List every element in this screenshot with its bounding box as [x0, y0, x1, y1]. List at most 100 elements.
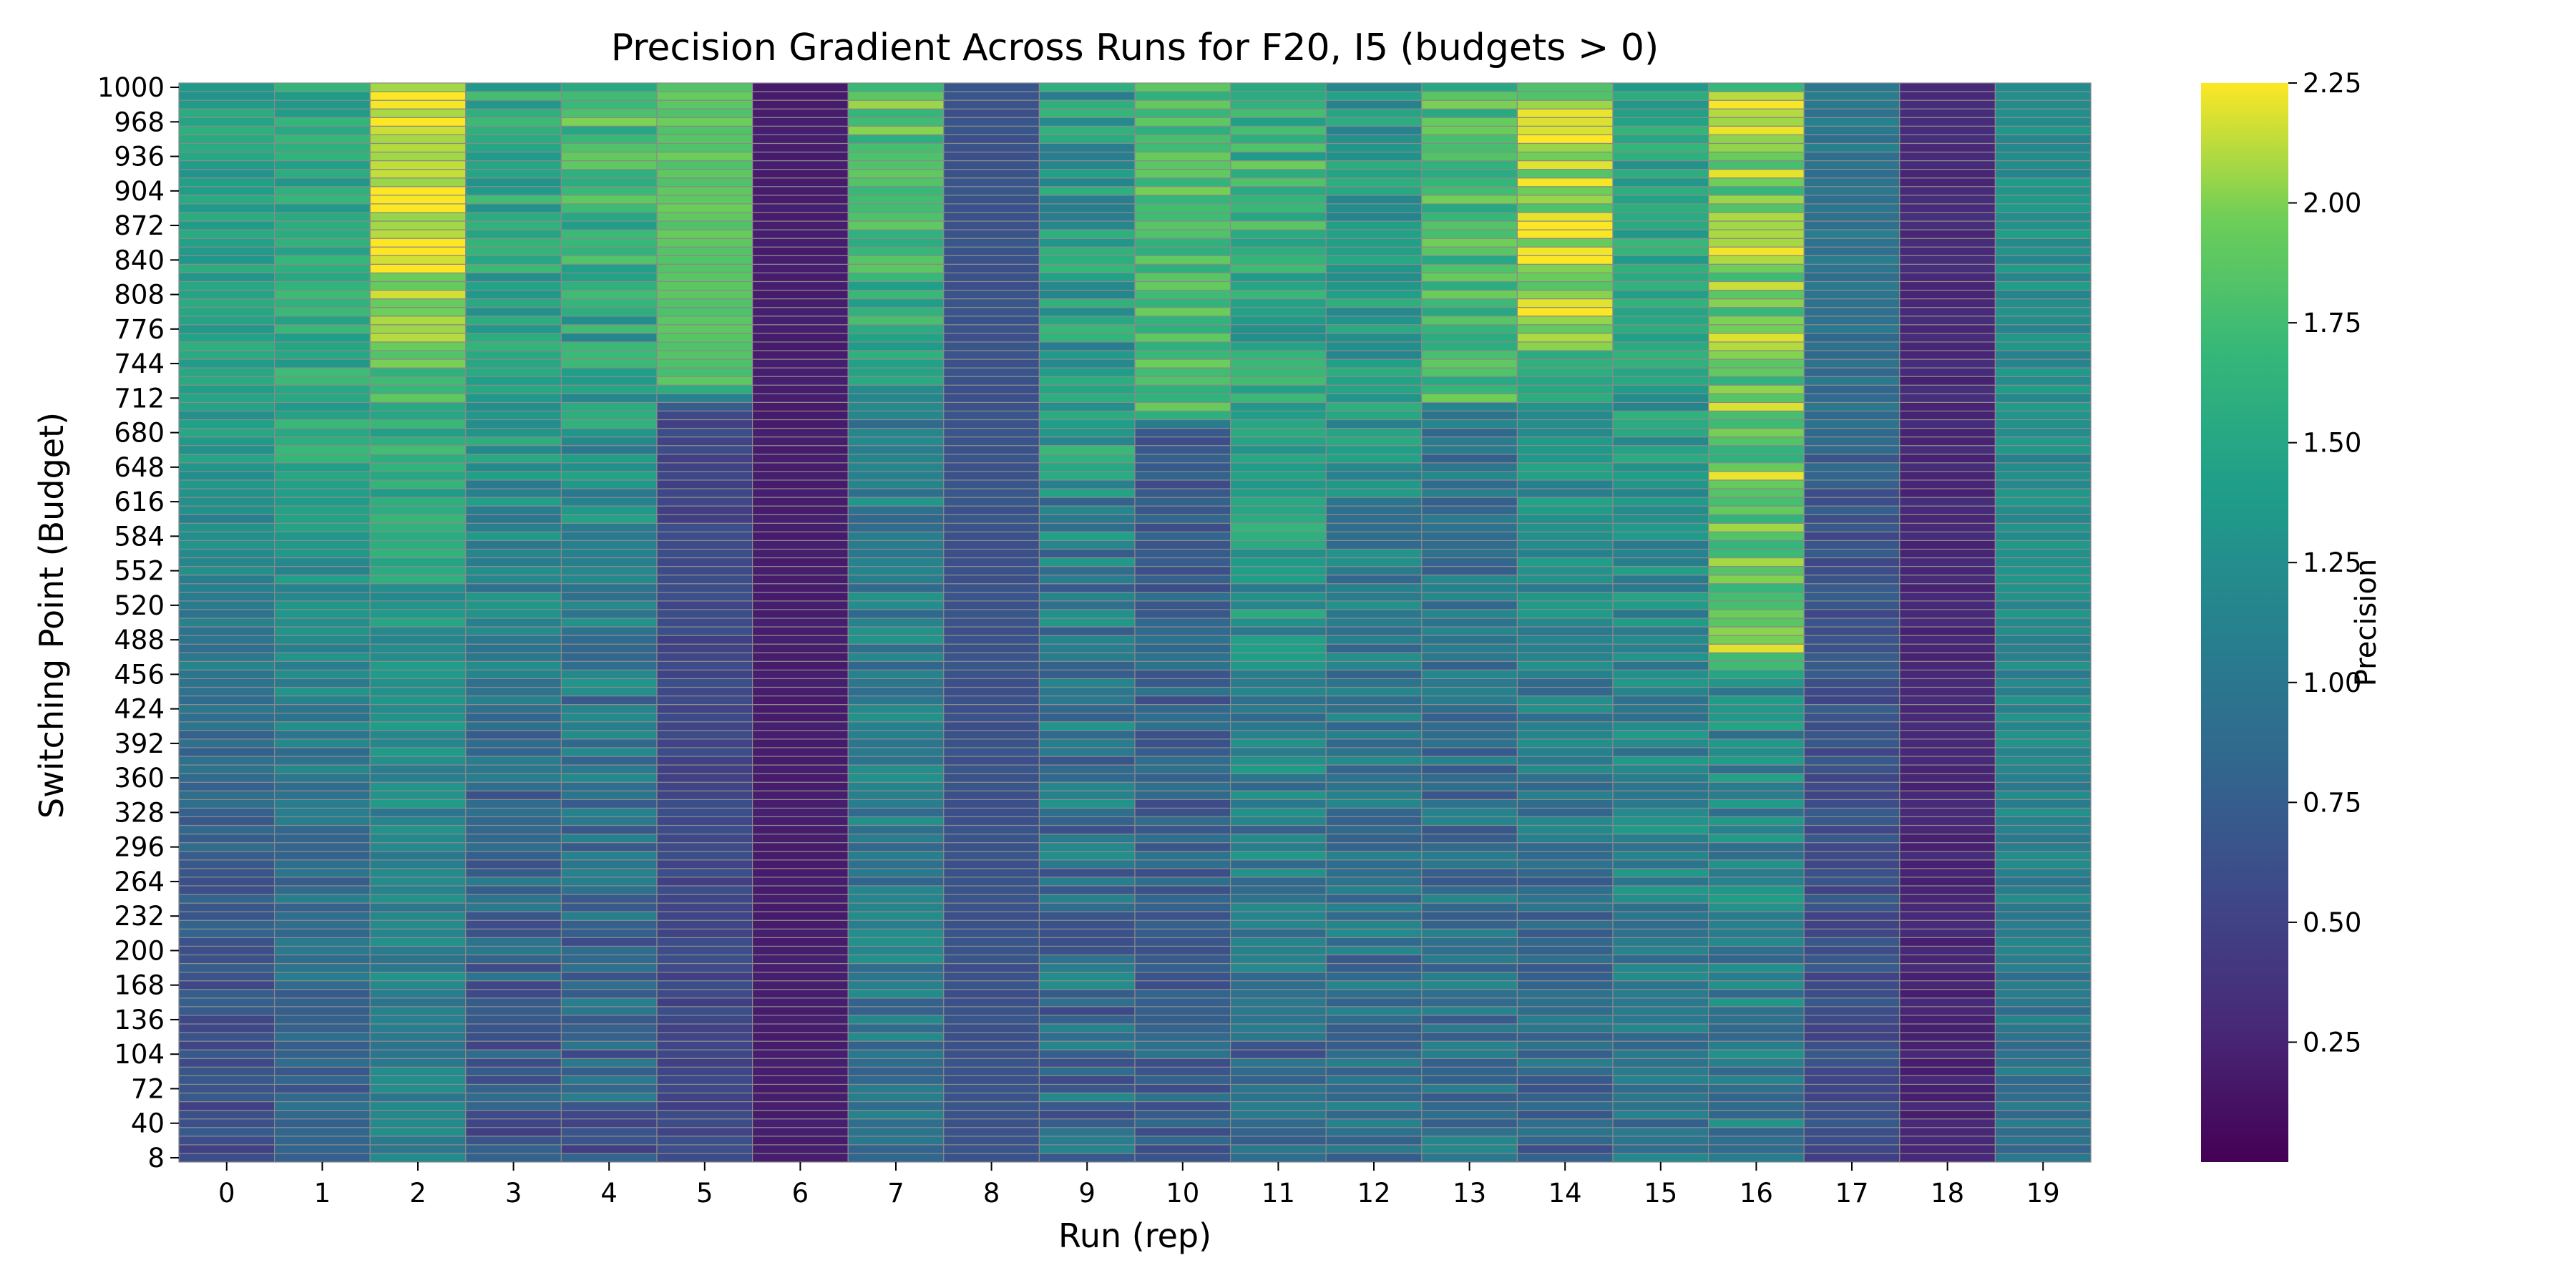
heatmap-cell	[751, 333, 849, 343]
heatmap-cell	[1899, 997, 1996, 1008]
heatmap-cell	[274, 522, 371, 532]
heatmap-cell	[656, 514, 753, 524]
heatmap-cell	[1899, 902, 1996, 912]
heatmap-cell	[1421, 125, 1518, 135]
heatmap-cell	[465, 1006, 562, 1016]
heatmap-cell	[1421, 989, 1518, 999]
x-tick-label: 10	[1166, 1178, 1199, 1209]
heatmap-cell	[1516, 229, 1614, 239]
heatmap-cell	[1899, 401, 1996, 412]
heatmap-cell	[656, 885, 753, 895]
heatmap-cell	[560, 307, 658, 317]
heatmap-cell	[1325, 790, 1423, 800]
heatmap-cell	[943, 238, 1040, 248]
heatmap-cell	[1899, 229, 1996, 239]
heatmap-cell	[178, 333, 275, 343]
heatmap-cell	[465, 419, 562, 429]
heatmap-cell	[1899, 238, 1996, 248]
heatmap-cell	[1038, 454, 1136, 464]
heatmap-cell	[1612, 713, 1709, 723]
heatmap-cell	[1229, 1083, 1327, 1094]
heatmap-cell	[1516, 695, 1614, 706]
heatmap-cell	[1516, 117, 1614, 127]
heatmap-cell	[656, 401, 753, 412]
heatmap-cell	[1708, 454, 1805, 464]
heatmap-cell	[1038, 626, 1136, 636]
heatmap-cell	[1516, 1118, 1614, 1128]
heatmap-cell	[1325, 246, 1423, 256]
heatmap-cell	[369, 1136, 467, 1146]
heatmap-cell	[369, 531, 467, 541]
heatmap-cell	[274, 82, 371, 92]
heatmap-cell	[1803, 82, 1901, 92]
heatmap-cell	[656, 1023, 753, 1033]
heatmap-cell	[1134, 945, 1231, 956]
heatmap-cell	[847, 522, 945, 532]
heatmap-cell	[369, 255, 467, 265]
heatmap-cell	[1325, 1032, 1423, 1042]
heatmap-cell	[751, 773, 849, 783]
heatmap-cell	[1803, 497, 1901, 507]
heatmap-cell	[369, 419, 467, 429]
heatmap-cell	[1899, 246, 1996, 256]
heatmap-cell	[274, 479, 371, 489]
heatmap-cell	[1325, 1006, 1423, 1016]
heatmap-cell	[1134, 971, 1231, 982]
heatmap-cell	[751, 229, 849, 239]
heatmap-cell	[751, 713, 849, 723]
heatmap-cell	[560, 997, 658, 1008]
heatmap-cell	[274, 894, 371, 904]
heatmap-cell	[943, 1066, 1040, 1076]
x-tick-label: 4	[600, 1178, 618, 1209]
heatmap-cell	[1229, 367, 1327, 377]
heatmap-cell	[1803, 851, 1901, 861]
heatmap-cell	[751, 790, 849, 800]
heatmap-cell	[1612, 609, 1709, 619]
heatmap-cell	[751, 704, 849, 714]
heatmap-cell	[943, 660, 1040, 670]
heatmap-cell	[1038, 713, 1136, 723]
heatmap-cell	[1899, 807, 1996, 818]
heatmap-cell	[178, 419, 275, 429]
heatmap-cell	[1516, 747, 1614, 757]
heatmap-cell	[178, 142, 275, 153]
heatmap-cell	[1421, 686, 1518, 697]
heatmap-cell	[751, 738, 849, 748]
heatmap-cell	[1994, 229, 2092, 239]
heatmap-cell	[943, 937, 1040, 947]
heatmap-cell	[465, 833, 562, 844]
heatmap-cell	[560, 393, 658, 403]
heatmap-cell	[1803, 592, 1901, 602]
heatmap-cell	[1708, 565, 1805, 576]
heatmap-cell	[1994, 471, 2092, 481]
heatmap-cell	[1803, 790, 1901, 800]
heatmap-cell	[369, 902, 467, 912]
heatmap-cell	[178, 660, 275, 670]
heatmap-cell	[1038, 945, 1136, 956]
heatmap-cell	[656, 280, 753, 291]
heatmap-cell	[1994, 246, 2092, 256]
heatmap-cell	[656, 117, 753, 127]
heatmap-cell	[847, 393, 945, 403]
heatmap-cell	[1516, 971, 1614, 982]
heatmap-cell	[1229, 894, 1327, 904]
heatmap-cell	[656, 557, 753, 567]
heatmap-cell	[751, 316, 849, 326]
heatmap-cell	[1325, 652, 1423, 662]
heatmap-cell	[943, 824, 1040, 835]
heatmap-cell	[1708, 497, 1805, 507]
heatmap-cell	[1708, 471, 1805, 481]
heatmap-cell	[178, 678, 275, 688]
heatmap-cell	[656, 678, 753, 688]
heatmap-cell	[274, 1136, 371, 1146]
heatmap-cell	[1803, 833, 1901, 844]
x-tick-label: 15	[1644, 1178, 1677, 1209]
heatmap-cell	[274, 945, 371, 956]
heatmap-cell	[1612, 686, 1709, 697]
heatmap-cell	[656, 367, 753, 377]
heatmap-cell	[369, 160, 467, 170]
heatmap-cell	[1803, 280, 1901, 291]
heatmap-cell	[1803, 160, 1901, 170]
heatmap-cell	[1994, 652, 2092, 662]
heatmap-cell	[1421, 902, 1518, 912]
